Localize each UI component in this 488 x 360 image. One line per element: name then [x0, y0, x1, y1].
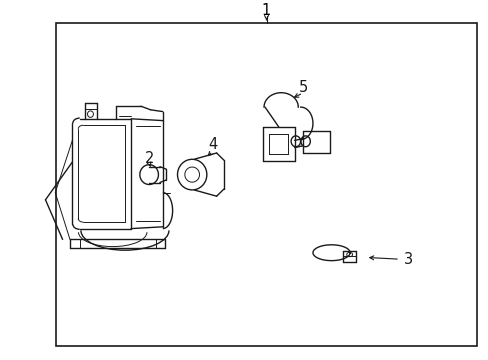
Text: 1: 1 — [262, 3, 270, 18]
Text: 4: 4 — [208, 137, 217, 152]
Text: 5: 5 — [298, 80, 307, 95]
Text: 3: 3 — [403, 252, 412, 267]
Bar — [56, 23, 476, 346]
Text: 2: 2 — [144, 151, 154, 166]
